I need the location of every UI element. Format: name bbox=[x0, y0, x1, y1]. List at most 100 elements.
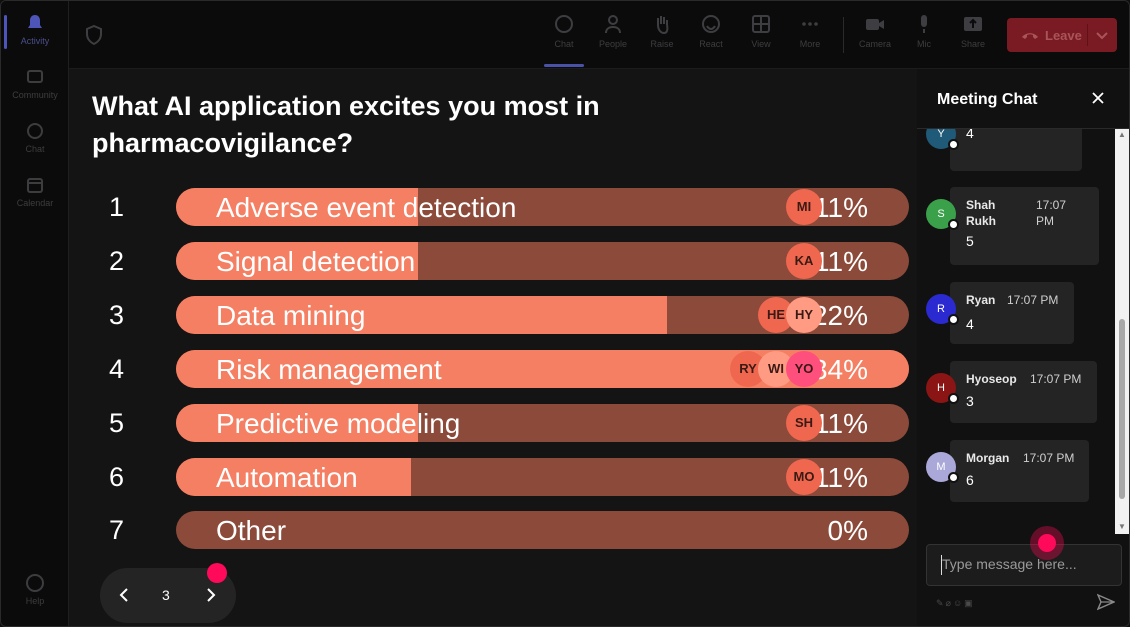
avatar[interactable]: H bbox=[926, 373, 959, 404]
react-button[interactable]: React bbox=[689, 13, 733, 49]
voter-avatars bbox=[814, 511, 822, 549]
rail-item-activity[interactable]: Activity bbox=[1, 13, 69, 49]
scroll-down-arrow-icon[interactable]: ▼ bbox=[1118, 522, 1126, 531]
chat-icon bbox=[27, 123, 43, 139]
camera-off-icon bbox=[866, 19, 884, 30]
option-percent: 11% bbox=[814, 246, 868, 277]
leave-button[interactable]: Leave bbox=[1007, 18, 1117, 52]
rail-item-community[interactable]: Community bbox=[1, 67, 69, 100]
message-time: 17:07 PM bbox=[1044, 129, 1082, 131]
raise-hand-button[interactable]: Raise bbox=[640, 13, 684, 49]
format-icon[interactable]: ✎ bbox=[936, 598, 946, 608]
gif-icon[interactable]: ▣ bbox=[964, 598, 975, 608]
chat-button[interactable]: Chat bbox=[542, 13, 586, 67]
message-time: 17:07 PM bbox=[1023, 451, 1075, 465]
leave-divider bbox=[1087, 24, 1088, 46]
toolbar-label: Camera bbox=[858, 39, 891, 49]
scroll-up-arrow-icon[interactable]: ▲ bbox=[1118, 130, 1126, 139]
message-time: 17:07 PM bbox=[1036, 198, 1067, 228]
rail-item-help[interactable]: Help bbox=[1, 573, 69, 606]
more-icon bbox=[802, 22, 818, 26]
people-button[interactable]: People bbox=[591, 13, 635, 49]
rail-item-chat[interactable]: Chat bbox=[1, 121, 69, 154]
grid-icon bbox=[752, 15, 770, 33]
voter-avatars: MI bbox=[786, 188, 822, 226]
phone-hangup-icon bbox=[1022, 33, 1038, 39]
avatar[interactable]: S bbox=[926, 199, 959, 230]
option-label: Risk management bbox=[216, 354, 442, 385]
voter-avatars: KA bbox=[786, 242, 822, 280]
chat-message[interactable]: M Morgan 17:07 PM 6 bbox=[926, 440, 1089, 502]
scroll-thumb[interactable] bbox=[1119, 319, 1125, 499]
chevron-right-icon[interactable] bbox=[201, 586, 219, 604]
view-button[interactable]: View bbox=[739, 13, 783, 49]
chat-scrollbar[interactable]: ▲ ▼ bbox=[1115, 129, 1129, 534]
camera-button[interactable]: Camera bbox=[853, 13, 897, 49]
avatar[interactable]: Y bbox=[926, 129, 959, 150]
rail-item-calendar[interactable]: Calendar bbox=[1, 175, 69, 208]
mic-icon bbox=[921, 15, 927, 33]
toolbar-divider bbox=[843, 17, 844, 53]
sender-name: Shah Rukh bbox=[966, 198, 996, 228]
option-bar bbox=[176, 511, 909, 549]
leave-label: Leave bbox=[1045, 28, 1082, 43]
chat-panel: Meeting Chat YYoshi17:07 PM4SShah Rukh17… bbox=[917, 69, 1129, 626]
chat-message[interactable]: YYoshi17:07 PM4 bbox=[926, 129, 1082, 171]
message-input[interactable]: Type message here... bbox=[926, 544, 1122, 586]
emoji-icon[interactable]: ☺ bbox=[952, 598, 965, 608]
avatar-initial: H bbox=[937, 382, 945, 394]
option-bar-fill bbox=[176, 458, 411, 496]
chat-message[interactable]: H Hyoseop 17:07 PM 3 bbox=[926, 361, 1097, 423]
avatar[interactable]: R bbox=[926, 294, 959, 325]
mic-button[interactable]: Mic bbox=[902, 13, 946, 49]
formatting-icons[interactable]: ✎⌀☺▣ bbox=[936, 598, 975, 609]
share-button[interactable]: Share bbox=[951, 13, 995, 49]
chat-message[interactable]: S Shah Rukh 17:07 PM 5 bbox=[926, 187, 1099, 265]
close-icon[interactable] bbox=[1091, 91, 1105, 105]
send-icon[interactable] bbox=[1097, 593, 1115, 611]
chevron-left-icon[interactable] bbox=[116, 586, 134, 604]
smiley-icon bbox=[702, 15, 720, 33]
option-percent: 11% bbox=[814, 192, 868, 223]
message-input-placeholder: Type message here... bbox=[942, 556, 1077, 572]
more-button[interactable]: More bbox=[788, 13, 832, 49]
option-label: Data mining bbox=[216, 300, 366, 331]
poll-option-row: 5 Predictive modeling SH 11% bbox=[69, 404, 917, 442]
option-bar-fill bbox=[176, 404, 418, 442]
help-icon bbox=[26, 574, 44, 592]
chevron-down-icon[interactable] bbox=[1095, 28, 1109, 42]
option-number: 6 bbox=[109, 462, 125, 492]
message-text: 3 bbox=[966, 393, 974, 409]
voter-avatars: RY WI YO bbox=[730, 350, 822, 388]
option-label: Signal detection bbox=[216, 246, 416, 277]
message-text: 5 bbox=[966, 233, 974, 249]
toolbar-label: React bbox=[699, 39, 723, 49]
rail-item-label: Community bbox=[12, 90, 58, 100]
poll-option-row: 1 Adverse event detection MI 11% bbox=[69, 188, 917, 226]
voter-avatar: SH bbox=[786, 405, 822, 441]
chat-header: Meeting Chat bbox=[917, 69, 1129, 129]
toolbar-label: More bbox=[799, 39, 821, 49]
option-percent: 0% bbox=[827, 515, 868, 546]
toolbar-label: Mic bbox=[917, 39, 931, 49]
voter-avatar: HY bbox=[786, 297, 822, 333]
page-number: 3 bbox=[162, 587, 170, 603]
status-indicator bbox=[948, 472, 959, 483]
option-bar bbox=[176, 404, 909, 442]
chat-message[interactable]: R Ryan 17:07 PM 4 bbox=[926, 282, 1074, 344]
community-icon bbox=[27, 70, 43, 83]
avatar[interactable]: M bbox=[926, 452, 959, 483]
message-text: 4 bbox=[966, 129, 974, 141]
toolbar-label: View bbox=[751, 39, 771, 49]
option-number: 1 bbox=[109, 192, 125, 222]
toolbar-label: Chat bbox=[554, 39, 574, 49]
sender-name: Ryan bbox=[966, 293, 996, 307]
poll-option-row: 2 Signal detection KA 11% bbox=[69, 242, 917, 280]
rail-item-label: Chat bbox=[25, 144, 45, 154]
attach-icon[interactable]: ⌀ bbox=[945, 598, 953, 608]
option-label: Predictive modeling bbox=[216, 408, 461, 439]
status-indicator bbox=[948, 219, 959, 230]
status-indicator bbox=[948, 393, 959, 404]
